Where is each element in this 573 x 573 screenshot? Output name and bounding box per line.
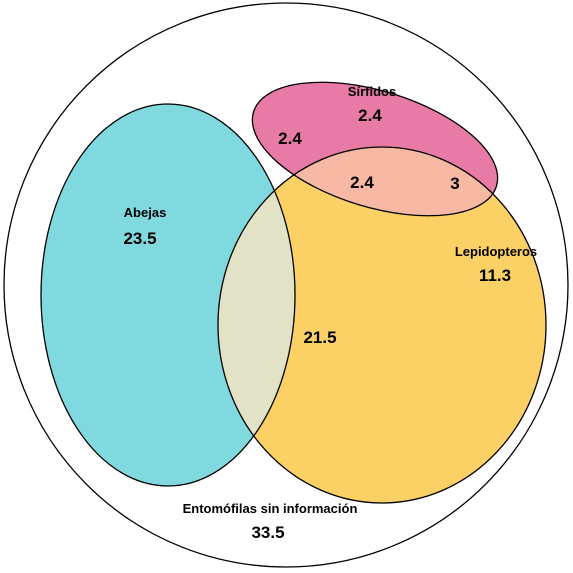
abejas-outline (40, 103, 296, 487)
lepidopteros-outline (217, 146, 547, 504)
universe-label: Entomófilas sin información (183, 501, 358, 516)
abejas-label: Abejas (124, 205, 167, 220)
universe-value: 33.5 (251, 523, 284, 542)
sirfidos-lepidopteros-value: 3 (450, 174, 459, 193)
sirfidos-label: Sírfidos (348, 84, 396, 99)
lepidopteros-label: Lepidopteros (455, 244, 537, 259)
lepidopteros-value: 11.3 (479, 266, 511, 285)
sirfidos-lepidopteros-overlap (252, 147, 498, 216)
sirfidos-outline (251, 81, 499, 217)
lepidopteros-set (218, 147, 546, 503)
all-three-value: 2.4 (350, 173, 374, 192)
sirfidos-value: 2.4 (358, 106, 382, 125)
abejas-value: 23.5 (123, 229, 156, 248)
abejas-sirfidos-value: 2.4 (278, 129, 302, 148)
abejas-lepidopteros-value: 21.5 (303, 328, 336, 347)
